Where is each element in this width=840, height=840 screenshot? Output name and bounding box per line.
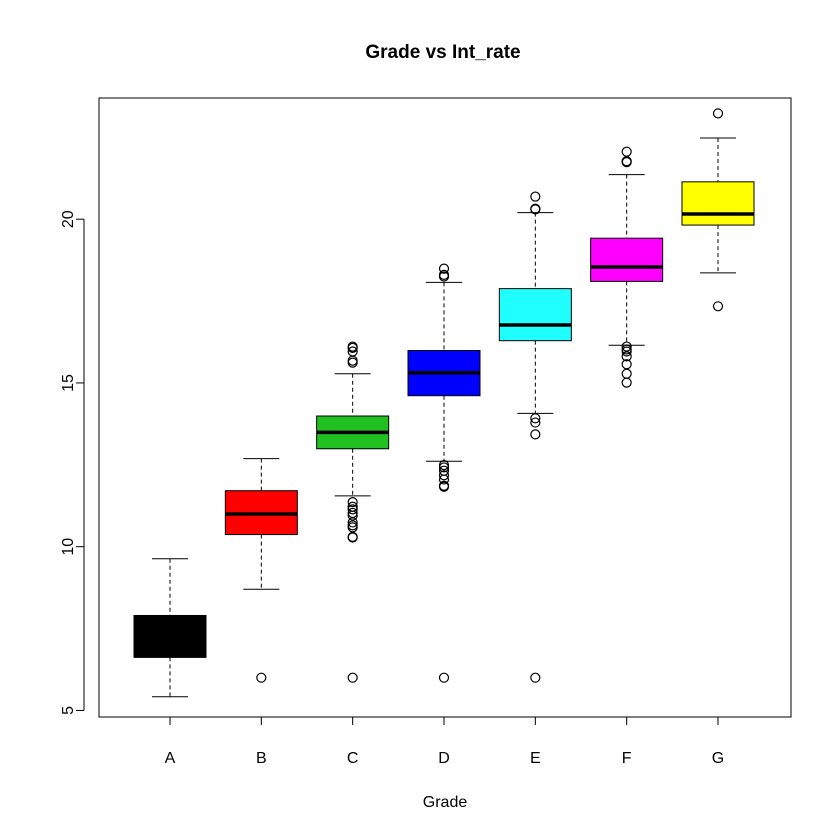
outlier-point xyxy=(621,359,632,370)
box xyxy=(681,181,755,226)
y-tick-label: 15 xyxy=(60,374,77,392)
x-tick-label: A xyxy=(165,750,176,767)
outlier-point xyxy=(347,497,358,508)
outlier-point xyxy=(347,504,358,515)
outlier-point xyxy=(347,501,358,512)
outlier-point xyxy=(347,355,358,366)
outlier-point xyxy=(256,672,267,683)
outlier-point xyxy=(347,520,358,531)
outlier-point xyxy=(347,341,358,352)
outlier-point xyxy=(621,377,632,388)
x-axis: A B C D E F G xyxy=(165,716,724,767)
outlier-point xyxy=(530,429,541,440)
outlier-point xyxy=(621,341,632,352)
outlier-point xyxy=(712,301,724,312)
outlier-point xyxy=(530,417,541,428)
outlier-point xyxy=(347,507,358,519)
x-tick-label: F xyxy=(622,750,632,767)
chart-title: Grade vs Int_rate xyxy=(365,42,520,63)
outlier-point xyxy=(347,346,358,357)
y-tick-label: 20 xyxy=(60,210,77,228)
box xyxy=(590,237,664,282)
x-tick-label: E xyxy=(530,750,541,767)
x-tick-label: B xyxy=(256,750,267,767)
outlier-point xyxy=(621,344,632,355)
y-tick-label: 10 xyxy=(60,538,77,556)
box-group-C xyxy=(316,341,390,683)
outlier-point xyxy=(438,269,450,280)
outlier-point xyxy=(347,531,358,542)
box-group-G xyxy=(681,108,755,312)
boxes xyxy=(133,108,755,698)
outlier-point xyxy=(621,146,632,157)
x-axis-label: Grade xyxy=(423,794,468,811)
outlier-point xyxy=(621,351,632,362)
y-axis: 5 10 15 20 xyxy=(60,210,85,715)
y-tick-label: 5 xyxy=(60,706,77,715)
outlier-point xyxy=(530,191,541,202)
outlier-point xyxy=(712,108,724,119)
box-group-F xyxy=(590,146,664,388)
outlier-point xyxy=(347,672,358,683)
x-tick-label: D xyxy=(438,750,450,767)
outlier-point xyxy=(438,672,450,683)
box-group-A xyxy=(133,558,207,698)
outlier-point xyxy=(530,413,541,424)
outlier-point xyxy=(438,465,450,476)
box-group-B xyxy=(224,458,298,683)
x-tick-label: C xyxy=(347,750,359,767)
box-group-D xyxy=(407,263,481,683)
outlier-point xyxy=(438,263,450,274)
x-tick-label: G xyxy=(712,750,724,767)
outlier-point xyxy=(438,480,450,491)
outlier-point xyxy=(530,672,541,683)
outlier-point xyxy=(347,357,358,368)
outlier-point xyxy=(438,470,450,481)
outlier-point xyxy=(530,203,541,214)
outlier-point xyxy=(621,368,632,379)
box-group-E xyxy=(498,191,572,683)
outlier-point xyxy=(438,460,450,471)
box xyxy=(498,288,572,342)
